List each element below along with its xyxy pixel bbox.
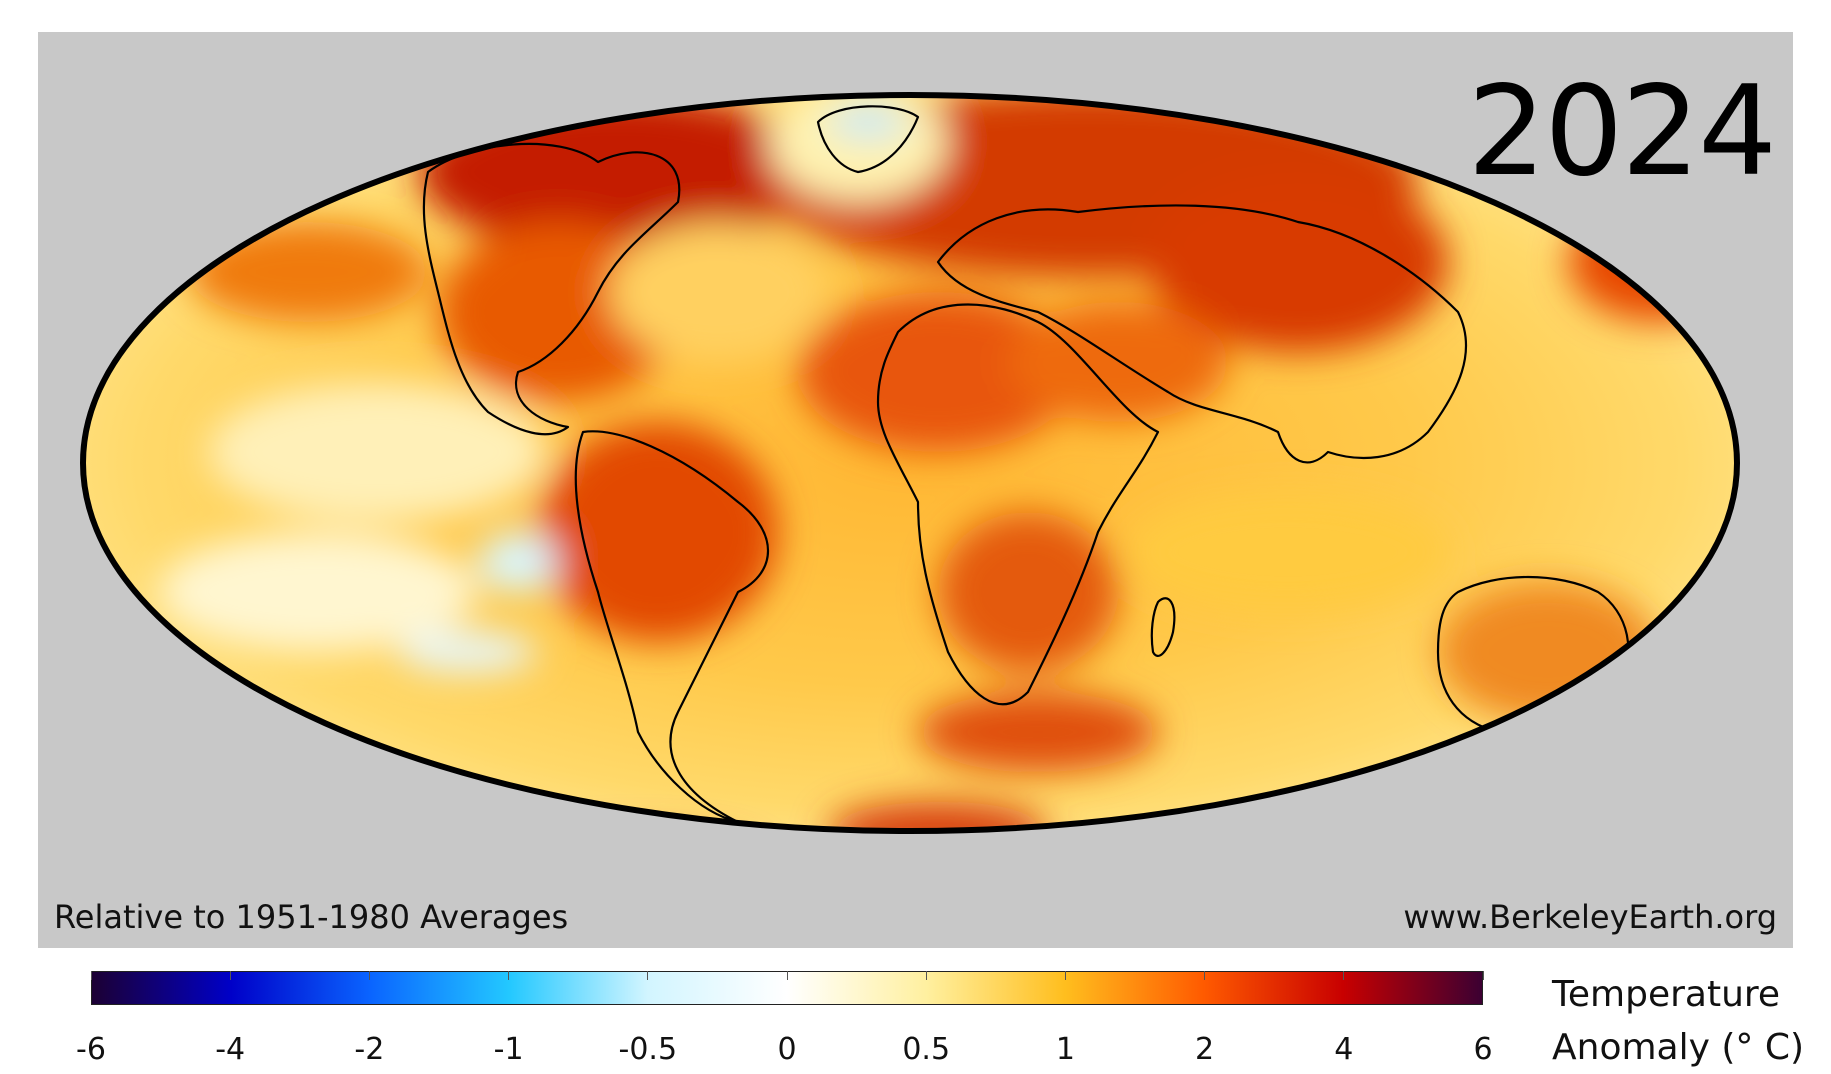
colorbar-tick-label: -0.5 [618,1032,678,1067]
colorbar-tick-mark [229,971,231,980]
anomaly-field [83,95,1737,831]
colorbar-tick-mark [1064,971,1066,980]
colorbar-tick-label: 6 [1473,1032,1493,1067]
colorbar-tick-label: 2 [1195,1032,1215,1067]
colorbar-tick-label: 0.5 [902,1032,951,1067]
coastlines [422,105,1630,824]
colorbar-tick-mark [508,971,510,980]
year-label: 2024 [1467,60,1777,204]
colorbar-tick-label: 1 [1055,1032,1075,1067]
colorbar-tick-mark [925,971,927,980]
colorbar-tick-mark [368,971,370,980]
colorbar-tick-mark [786,971,788,980]
colorbar-tick-mark [1482,971,1484,980]
colorbar-title-line1: Temperature [1552,974,1781,1015]
colorbar-tick-label: -2 [354,1032,385,1067]
colorbar-title-line2: Anomaly (° C) [1552,1027,1805,1068]
colorbar-tick-label: -1 [493,1032,524,1067]
colorbar-tick-mark [647,971,649,980]
world-temperature-anomaly-map [80,92,1740,834]
globe-border [80,92,1740,834]
colorbar-tick-mark [90,971,92,980]
colorbar-tick-label: -6 [76,1032,106,1067]
source-url: www.BerkeleyEarth.org [1403,898,1777,936]
colorbar-tick-mark [1204,971,1206,980]
baseline-caption: Relative to 1951-1980 Averages [54,898,569,936]
colorbar-tick-label: 0 [777,1032,797,1067]
colorbar-tick-mark [1343,971,1345,980]
colorbar-tick-label: -4 [215,1032,246,1067]
colorbar-tick-label: 4 [1334,1032,1354,1067]
colorbar-title: Temperature Anomaly (° C) [1552,968,1804,1074]
map-panel: 2024 Relative to 1951-1980 Averages www.… [38,32,1793,948]
colorbar-legend: -6 -4 -2 -1 -0.5 0 0.5 1 2 4 6 Temperature Anomaly… [0,960,1831,1068]
